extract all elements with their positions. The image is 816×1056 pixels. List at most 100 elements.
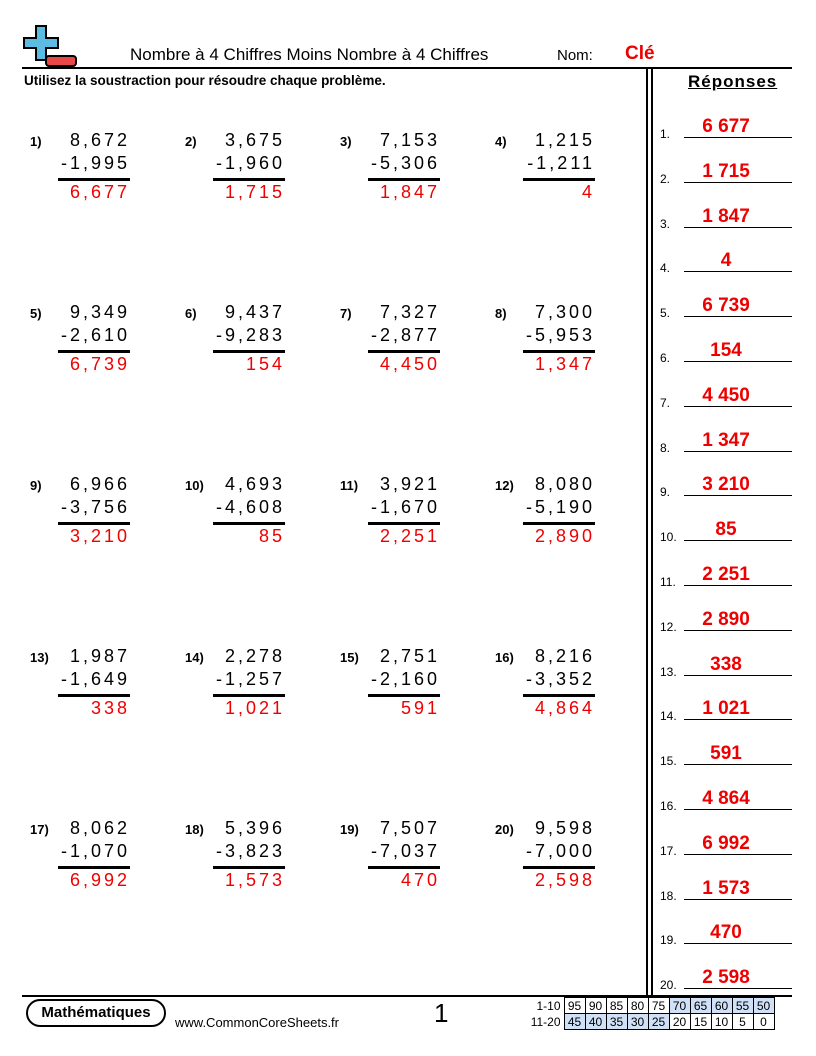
answer-key-row: 2. 1 715 [660,161,792,186]
answer-rule [213,694,285,697]
score-cell: 0 [752,1013,775,1030]
minuend: 7,300 [534,302,595,322]
problem-number: 10) [185,478,204,493]
score-cell: 15 [689,1013,712,1030]
answer-key-row: 19. 470 [660,922,792,947]
answer-key-label: 3. [660,216,671,231]
answer-key-row: 13. 338 [660,654,792,679]
answer-key-value: 1 347 [702,429,750,451]
score-table: 1-10 95 90 85 80 75 70 65 60 55 50 11-20 45 40 35 30 25 2… [528,997,775,1030]
answer-key-line [684,316,792,318]
problem-number: 18) [185,822,204,837]
answer-key-value: 1 847 [702,205,750,227]
minuend: 8,080 [534,474,595,494]
answer-key-row: 10. 85 [660,519,792,544]
answer-key-line [684,853,792,855]
minuend: 3,921 [379,474,440,494]
problem: 9) 6,966 -3,756 3,210 [30,474,130,566]
problem: 17) 8,062 -1,070 6,992 [30,818,130,910]
answer-key-line [684,809,792,810]
problem: 19) 7,507 -7,037 470 [340,818,440,910]
problem-number: 2) [185,134,197,149]
answer-key-value: 2 598 [702,967,750,989]
answer-key-label: 7. [660,395,671,410]
minuend: 8,062 [69,818,130,838]
answer-key-value: 6 739 [702,295,750,317]
answer: 6,739 [69,354,130,374]
answer-key-label: 4. [660,261,671,276]
score-cell: 75 [647,997,670,1014]
subtrahend: -2,160 [370,669,440,689]
answer-key-line [684,271,792,273]
answer-key-label: 2. [660,171,671,186]
site-url[interactable]: www.CommonCoreSheets.fr [175,1015,339,1030]
score-cell: 60 [710,997,733,1014]
problem-number: 12) [495,478,514,493]
subtrahend: -9,283 [215,325,285,345]
answer: 1,021 [224,698,285,718]
answer-key-line [684,943,792,945]
minuend: 7,507 [379,818,440,838]
problem-number: 11) [340,478,359,493]
problem-number: 15) [340,650,359,665]
problem: 7) 7,327 -2,877 4,450 [340,302,440,394]
answer: 85 [258,526,285,546]
minuend: 2,751 [379,646,440,666]
answer-key-label: 16. [660,799,677,813]
answer-key-row: 9. 3 210 [660,474,792,499]
subtrahend: -1,649 [60,669,130,689]
minuend: 1,215 [534,130,595,150]
problem-number: 7) [340,306,352,321]
plus-minus-logo [23,25,77,67]
minuend: 2,278 [224,646,285,666]
worksheet-title: Nombre à 4 Chiffres Moins Nombre à 4 Chi… [130,45,489,64]
answer-key-line [684,629,792,631]
subtrahend: -3,823 [215,841,285,861]
problem: 14) 2,278 -1,257 1,021 [185,646,285,738]
minuend: 6,966 [69,474,130,494]
column-divider [651,67,653,995]
answer-key-label: 20. [660,978,677,993]
answer-key-line [684,137,792,138]
subtrahend: -3,756 [60,497,130,517]
answer-rule [58,694,130,697]
name-value: Clé [625,43,655,64]
answer-key-value: 4 450 [702,384,750,406]
answer-key-value: 3 210 [702,474,750,496]
answer: 6,677 [69,182,130,202]
answer: 1,347 [534,354,595,374]
answer-key-label: 14. [660,709,677,724]
answer-key-line [684,540,792,542]
name-label: Nom: [557,47,593,64]
answer-key-value: 2 251 [702,564,750,585]
answer-key-row: 16. 4 864 [660,788,792,813]
subtrahend: -2,877 [370,325,440,345]
answer-key-value: 6 677 [702,116,750,137]
answer-rule [368,522,440,525]
answer-key-label: 8. [660,440,671,455]
answer-key-row: 7. 4 450 [660,384,792,410]
column-divider [646,67,648,995]
answer-key-label: 15. [660,754,677,769]
answer-key-line [684,405,792,407]
subtrahend: -1,257 [215,669,285,689]
answer-key-label: 6. [660,351,671,365]
answer: 1,573 [224,870,285,890]
answer-key-line [684,450,792,452]
score-cell: 30 [626,1013,649,1030]
answer-rule [213,866,285,869]
problem: 10) 4,693 -4,608 85 [185,474,285,566]
score-cell: 10 [710,1013,733,1030]
minuend: 7,327 [379,302,440,322]
answer-key-label: 12. [660,619,677,634]
answer-rule [368,694,440,697]
problem: 8) 7,300 -5,953 1,347 [495,302,595,394]
answer-key-row: 20. 2 598 [660,967,792,993]
answer-key-row: 6. 154 [660,340,792,365]
answer-key-line [684,585,792,586]
answer-key-value: 591 [710,743,742,765]
answer-key-row: 8. 1 347 [660,429,792,455]
subtrahend: -5,306 [370,153,440,173]
answer-key-line [684,361,792,362]
minuend: 8,216 [534,646,595,666]
